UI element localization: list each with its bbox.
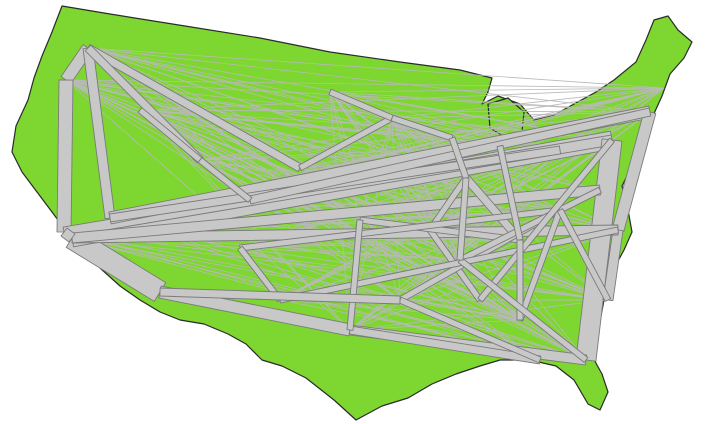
flow-bands	[56, 44, 657, 366]
flow-line	[299, 87, 665, 169]
flow-line	[349, 299, 609, 331]
flow-band	[56, 79, 74, 233]
flow-line	[87, 47, 665, 89]
flow-band	[611, 109, 657, 233]
flow-band	[456, 177, 470, 261]
flow-band	[197, 157, 253, 203]
flow-line	[329, 87, 665, 93]
flow-band	[477, 137, 615, 303]
flow-line	[429, 149, 561, 231]
flow-line	[329, 91, 361, 221]
flow-line	[87, 47, 401, 301]
flow-line	[349, 87, 665, 331]
flow-line	[391, 111, 651, 119]
flow-band	[516, 239, 524, 321]
flow-line	[65, 79, 651, 113]
flow-line	[87, 47, 613, 141]
flow-line	[329, 91, 401, 301]
flow-band	[602, 228, 624, 302]
flow-line	[249, 199, 587, 361]
flow-line	[139, 87, 665, 111]
flow-line	[65, 79, 665, 89]
flow-line	[391, 117, 609, 301]
flow-band	[328, 88, 394, 122]
flow-line	[329, 91, 651, 113]
flow-line	[329, 91, 587, 361]
flow-line	[199, 87, 665, 161]
flow-line	[87, 47, 651, 113]
flow-line	[391, 117, 613, 141]
flow-band	[60, 227, 76, 243]
flow-band	[159, 287, 401, 305]
flow-line	[87, 47, 561, 151]
flow-line	[71, 237, 521, 321]
flow-band	[448, 136, 470, 180]
flow-line	[139, 109, 609, 301]
flow-line	[399, 149, 561, 301]
flow-line	[63, 231, 521, 321]
flow-line	[239, 247, 609, 301]
flow-band	[496, 144, 524, 242]
flow-line	[391, 117, 561, 151]
flow-line	[399, 299, 521, 321]
flow-line	[279, 139, 613, 301]
flow-band	[575, 138, 623, 362]
flow-line	[139, 109, 651, 113]
flow-band	[556, 208, 612, 302]
flow-line	[391, 87, 665, 119]
